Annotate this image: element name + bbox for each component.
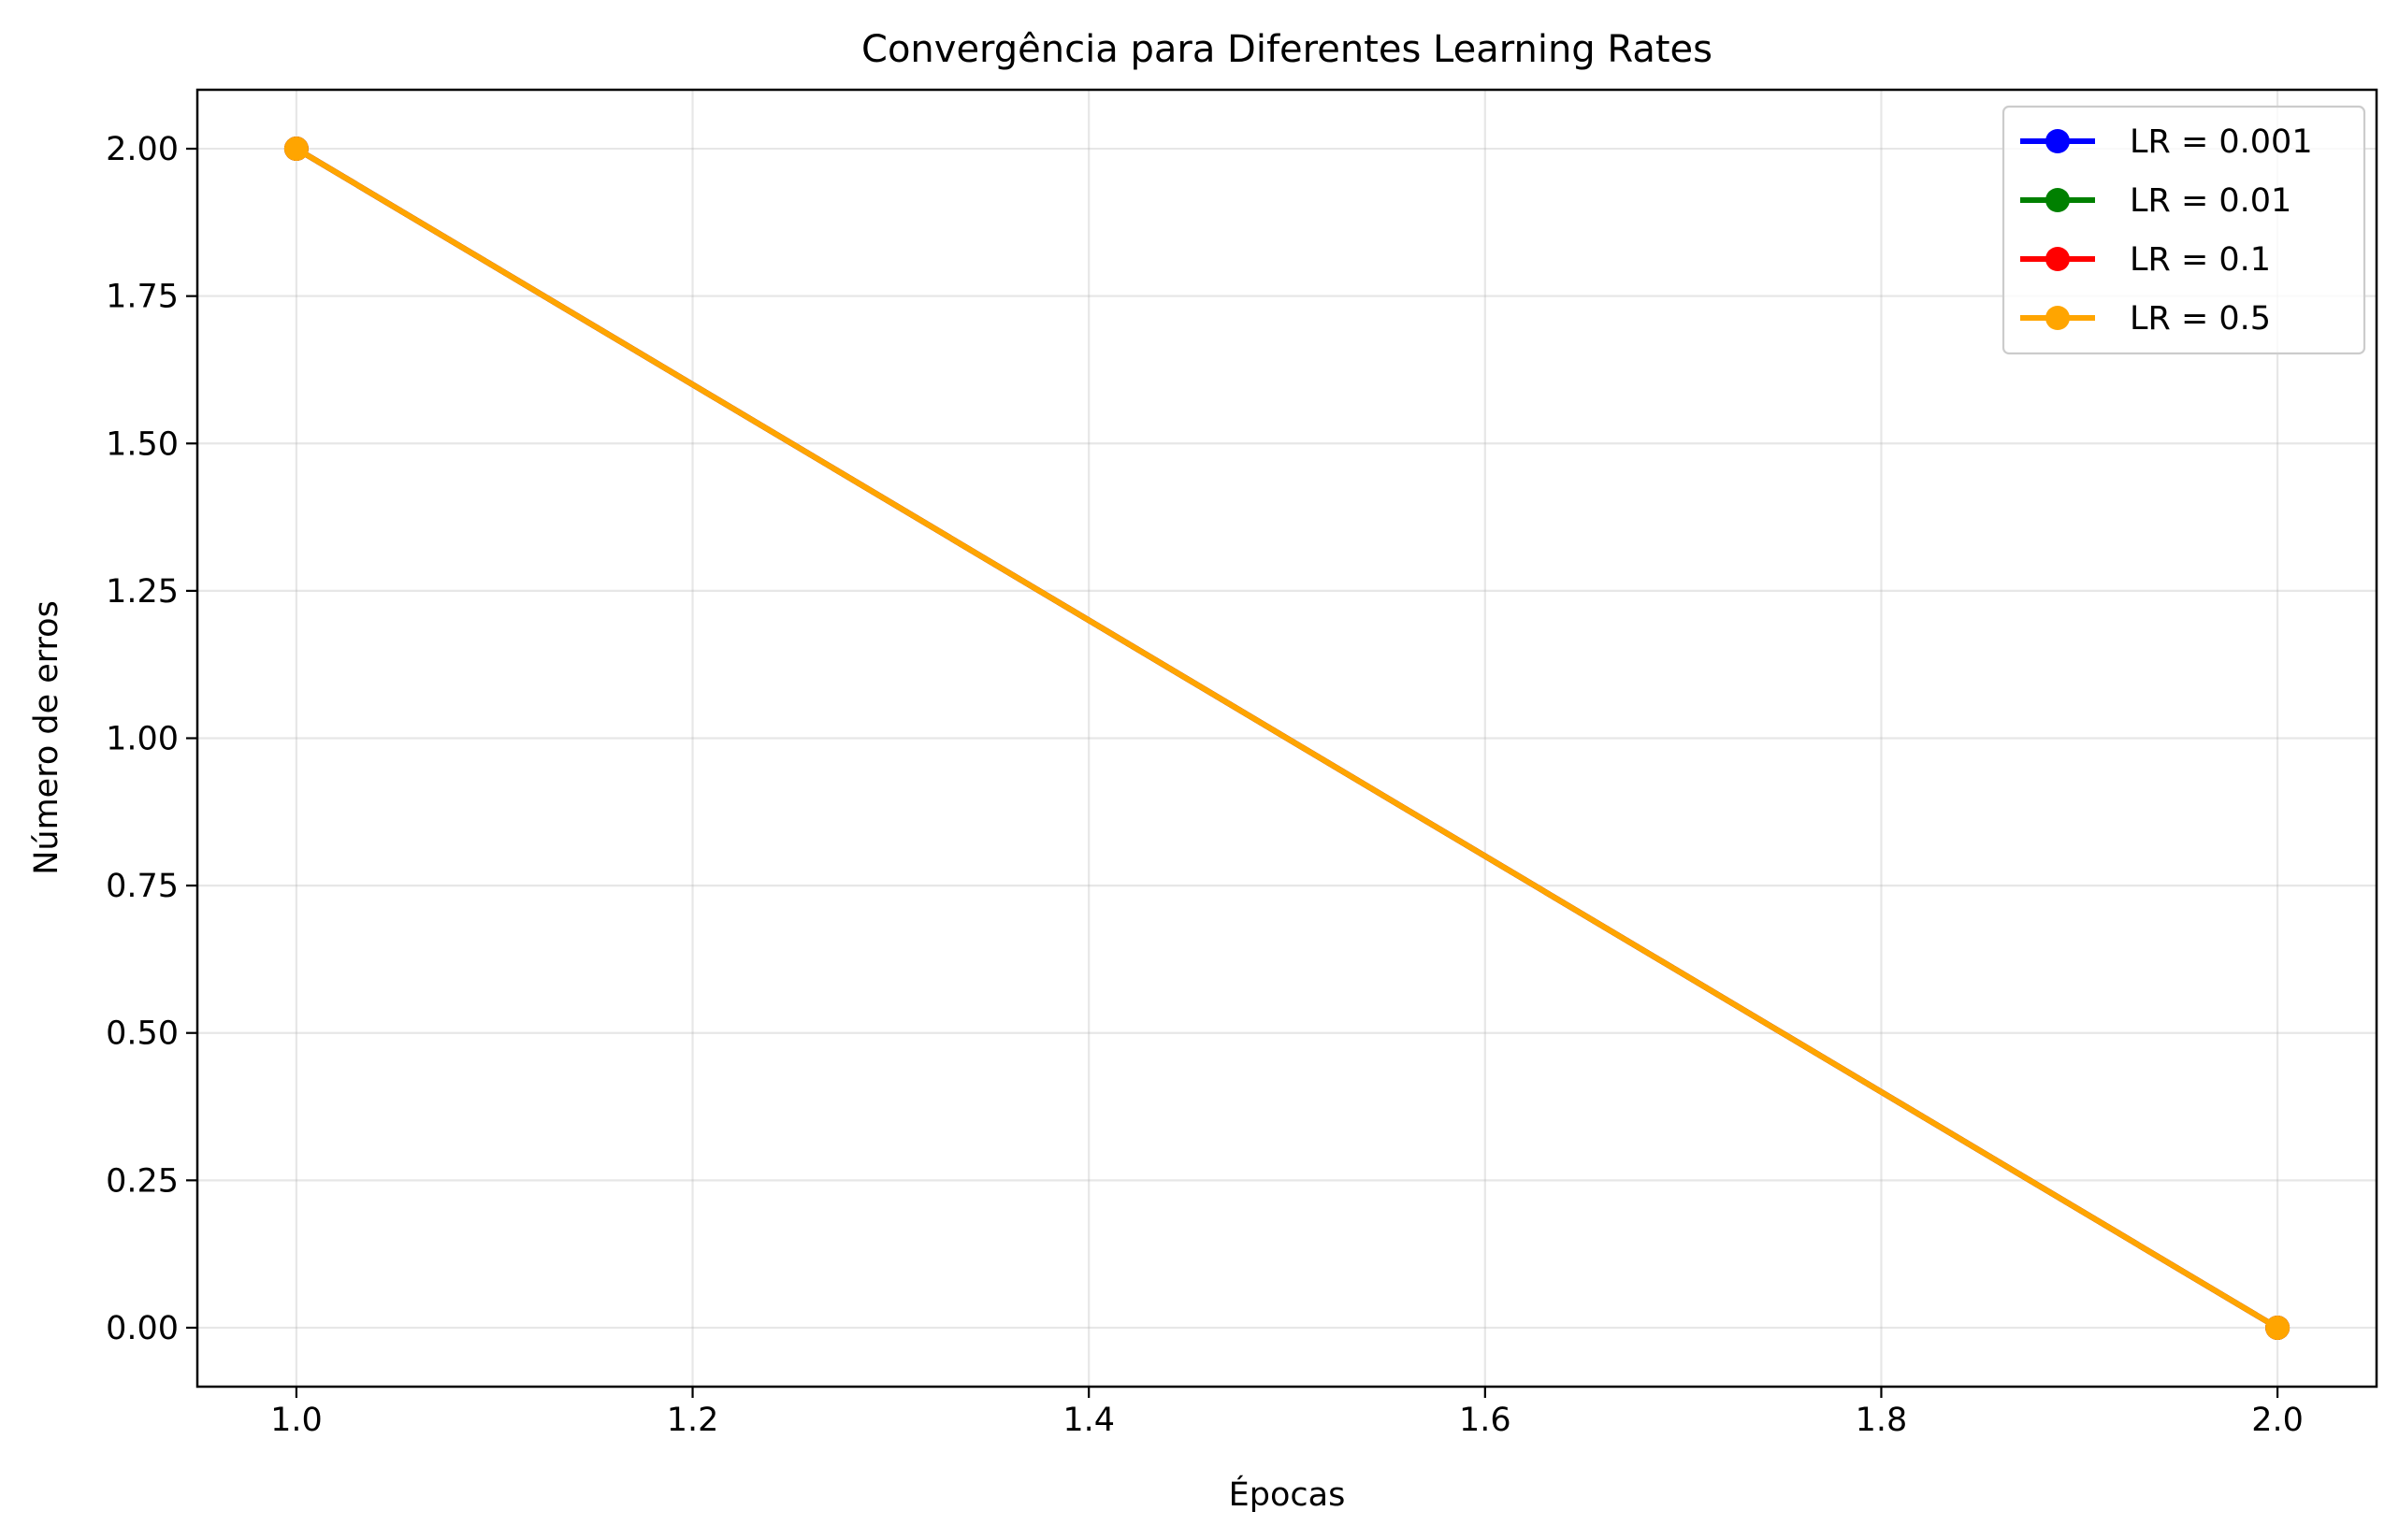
y-tick-label: 1.75 [106,279,179,316]
series-4 [283,137,2291,1340]
legend-box [2002,105,2366,355]
legend-item: LR = 0.1 [2020,241,2271,279]
x-tick-label: 1.6 [1459,1402,1511,1439]
x-tick-label: 2.0 [2251,1402,2304,1439]
y-tick-label: 0.50 [106,1015,179,1053]
y-tick-label: 1.50 [106,425,179,463]
series-layer [283,137,2291,1340]
legend-item: LR = 0.5 [2020,300,2271,338]
y-axis-label: Número de erros [28,600,65,875]
series-line [295,146,2279,1331]
legend-marker [2045,306,2070,330]
chart-title: Convergência para Diferentes Learning Ra… [861,28,1713,71]
legend: LR = 0.001 LR = 0.01 LR = 0.1 LR = 0.5 [2002,105,2366,355]
x-axis-ticks: 1.0 1.2 1.4 1.6 1.8 2.0 [270,1387,2304,1439]
legend-marker [2045,188,2070,212]
legend-marker [2045,247,2070,271]
x-axis-label: Épocas [1229,1475,1346,1514]
x-tick-label: 1.2 [667,1402,719,1439]
legend-item: LR = 0.01 [2020,182,2291,220]
legend-label: LR = 0.01 [2130,182,2291,220]
legend-label: LR = 0.5 [2130,300,2271,338]
legend-item: LR = 0.001 [2020,123,2313,161]
x-tick-label: 1.0 [270,1402,323,1439]
y-tick-label: 0.00 [106,1310,179,1347]
legend-marker [2045,129,2070,153]
data-point [283,137,309,162]
legend-label: LR = 0.001 [2130,123,2313,161]
data-point [2265,1315,2291,1340]
y-tick-label: 2.00 [106,131,179,168]
y-tick-label: 1.00 [106,721,179,758]
x-tick-label: 1.4 [1062,1402,1115,1439]
y-tick-label: 1.25 [106,573,179,611]
y-tick-label: 0.25 [106,1162,179,1200]
y-tick-label: 0.75 [106,868,179,905]
x-tick-label: 1.8 [1856,1402,1908,1439]
legend-label: LR = 0.1 [2130,241,2271,279]
y-axis-ticks: 0.00 0.25 0.50 0.75 1.00 1.25 1.50 1.75 2.00 [106,131,197,1347]
